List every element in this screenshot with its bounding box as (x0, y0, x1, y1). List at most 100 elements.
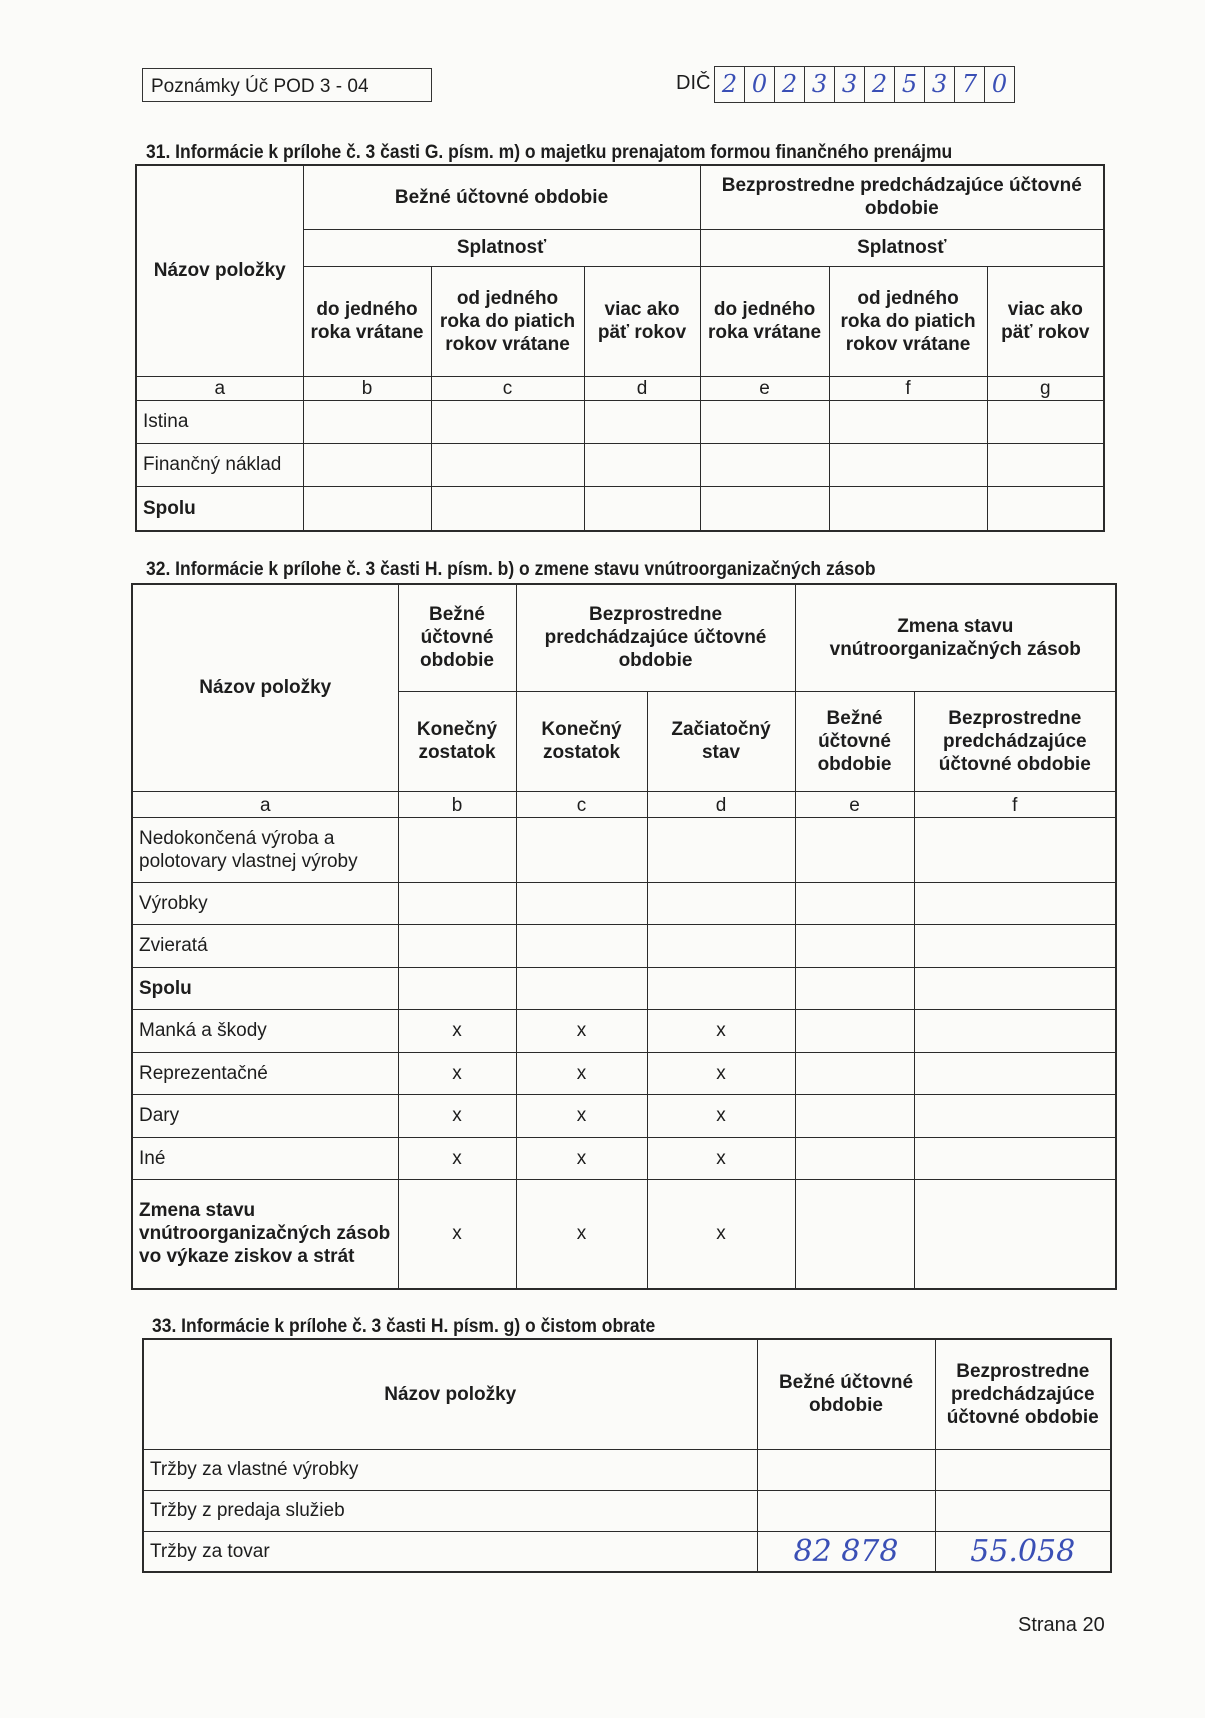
value-cell[interactable] (397, 816, 517, 883)
col-previous: Bezprostredne predchádzajúce účtovné obd… (515, 583, 796, 692)
col-letter: c (430, 375, 585, 401)
col-header: Konečný zostatok (397, 690, 517, 792)
value-cell[interactable]: 82 878 (756, 1530, 936, 1573)
value-cell[interactable] (756, 1489, 936, 1532)
value-cell[interactable] (397, 923, 517, 968)
value-cell[interactable]: x (646, 1178, 796, 1290)
value-cell[interactable] (756, 1448, 936, 1491)
value-cell[interactable] (515, 923, 648, 968)
value-cell[interactable] (646, 923, 796, 968)
value-cell[interactable] (794, 923, 915, 968)
page-number: Strana 20 (1018, 1614, 1105, 1636)
value-cell[interactable] (794, 966, 915, 1010)
col-header: do jedného roka vrátane (699, 265, 830, 377)
value-cell[interactable]: x (515, 1008, 648, 1053)
value-cell[interactable] (913, 923, 1117, 968)
value-cell[interactable] (794, 1136, 915, 1180)
col-name: Názov položky (142, 1338, 758, 1450)
col-letter: b (302, 375, 432, 401)
col-header: od jedného roka do piatich rokov vrátane (430, 265, 585, 377)
value-cell[interactable]: x (646, 1051, 796, 1095)
dic-digit: 5 (895, 67, 925, 102)
value-cell[interactable] (646, 881, 796, 925)
value-cell[interactable] (646, 966, 796, 1010)
col-header: Začiatočný stav (646, 690, 796, 792)
col-letter: f (913, 790, 1117, 818)
col-letter: c (515, 790, 648, 818)
value-cell[interactable] (913, 1051, 1117, 1095)
col-letter: a (135, 375, 304, 401)
value-cell[interactable] (794, 1008, 915, 1053)
value-cell[interactable] (913, 966, 1117, 1010)
col-name: Názov položky (135, 164, 304, 377)
col-letter: e (794, 790, 915, 818)
value-cell[interactable] (934, 1448, 1112, 1491)
col-letter: d (646, 790, 796, 818)
dic-digit: 3 (835, 67, 865, 102)
value-cell[interactable]: x (397, 1136, 517, 1180)
value-cell[interactable] (515, 966, 648, 1010)
table-row: Reprezentačné x x x (131, 1051, 1117, 1095)
table-row: Nedokončená výroba a polotovary vlastnej… (131, 816, 1117, 883)
value-cell[interactable]: x (646, 1008, 796, 1053)
value-cell[interactable]: x (515, 1093, 648, 1138)
section-32-title: 32. Informácie k prílohe č. 3 časti H. p… (146, 559, 876, 580)
value-cell[interactable] (913, 1093, 1117, 1138)
col-letter: b (397, 790, 517, 818)
col-header: Bezprostredne predchádzajúce účtovné obd… (913, 690, 1117, 792)
value-cell[interactable] (646, 816, 796, 883)
value-cell[interactable] (397, 881, 517, 925)
section-31-title: 31. Informácie k prílohe č. 3 časti G. p… (146, 142, 953, 163)
value-cell[interactable] (934, 1489, 1112, 1532)
value-cell[interactable] (913, 881, 1117, 925)
value-cell[interactable]: x (515, 1051, 648, 1095)
value-cell[interactable]: x (397, 1008, 517, 1053)
value-cell[interactable] (794, 1178, 915, 1290)
row-label: Iné (131, 1136, 399, 1180)
col-letter: f (828, 375, 988, 401)
value-cell[interactable] (794, 1051, 915, 1095)
row-label: Tržby z predaja služieb (142, 1489, 758, 1532)
value-cell[interactable] (794, 816, 915, 883)
value-cell[interactable] (515, 881, 648, 925)
col-header: viac ako päť rokov (986, 265, 1105, 377)
dic-digit: 3 (925, 67, 955, 102)
col-current: Bežné účtovné obdobie (756, 1338, 936, 1450)
col-letter: e (699, 375, 830, 401)
value-cell[interactable] (794, 1093, 915, 1138)
row-label: Tržby za vlastné výrobky (142, 1448, 758, 1491)
table-33: Názov položky Bežné účtovné obdobie Bezpro… (142, 1338, 1112, 1573)
col-header: Konečný zostatok (515, 690, 648, 792)
row-label: Nedokončená výroba a polotovary vlastnej… (131, 816, 399, 883)
value-cell[interactable] (913, 816, 1117, 883)
col-maturity: Splatnosť (302, 228, 701, 267)
value-cell[interactable] (397, 966, 517, 1010)
value-cell[interactable]: x (397, 1178, 517, 1290)
value-cell[interactable] (794, 881, 915, 925)
col-change: Zmena stavu vnútroorganizačných zásob (794, 583, 1117, 692)
table-row: Manká a škody x x x (131, 1008, 1117, 1053)
row-label: Finančný náklad (135, 442, 304, 487)
dic-digit: 7 (955, 67, 985, 102)
value-cell[interactable]: x (515, 1178, 648, 1290)
table-row: Zmena stavu vnútroorganizačných zásob vo… (131, 1178, 1117, 1290)
value-cell[interactable]: x (646, 1093, 796, 1138)
value-cell[interactable] (515, 816, 648, 883)
row-label: Reprezentačné (131, 1051, 399, 1095)
value-cell[interactable] (913, 1136, 1117, 1180)
value-cell[interactable]: x (397, 1051, 517, 1095)
value-cell[interactable] (913, 1008, 1117, 1053)
value-cell[interactable] (913, 1178, 1117, 1290)
value-cell[interactable]: x (515, 1136, 648, 1180)
col-letter: a (131, 790, 399, 818)
table-32: Názov položky Bežné účtovné obdobie Bezpro… (131, 583, 1118, 1290)
value-cell[interactable]: 55.058 (934, 1530, 1112, 1573)
dic-digit: 0 (991, 70, 1008, 98)
col-header: do jedného roka vrátane (302, 265, 432, 377)
value-cell[interactable]: x (646, 1136, 796, 1180)
table-row: Zvieratá (131, 923, 1117, 968)
col-header: od jedného roka do piatich rokov vrátane (828, 265, 988, 377)
value-cell[interactable]: x (397, 1093, 517, 1138)
table-row: Výrobky (131, 881, 1117, 925)
